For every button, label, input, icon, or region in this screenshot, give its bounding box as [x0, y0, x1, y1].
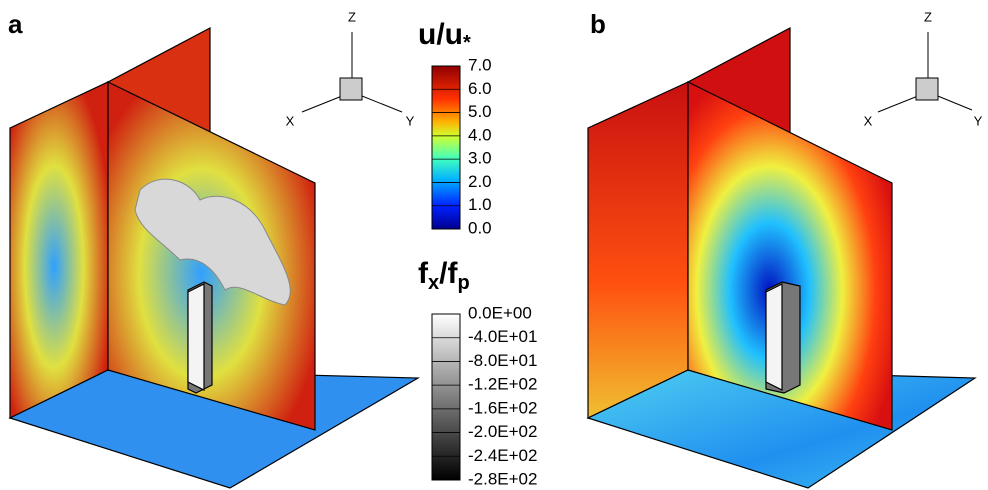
- title-sub: p: [457, 272, 469, 294]
- axis-label: Z: [348, 9, 356, 24]
- title-sub: x: [428, 272, 439, 294]
- colorbar-tick-label: -2.0E+02: [468, 422, 537, 441]
- colorbar-tick-label: 4.0: [468, 125, 492, 144]
- axis-triad-a: [302, 32, 402, 112]
- figure: Z X Y Z X Y a b u/u* fx/fp 7.0 6.0 5.0 4.0 3…: [0, 0, 988, 490]
- axis-triad-b: [878, 32, 972, 112]
- colorbar-tick-label: 5.0: [468, 102, 492, 121]
- colorbar-tick-label: 1.0: [468, 195, 492, 214]
- colorbar-tick-label: -1.2E+02: [468, 375, 537, 394]
- colorbar-tick-label: 0.0: [468, 218, 492, 237]
- colorbar-tick-label: 0.0E+00: [468, 303, 532, 322]
- colorbar-tick-label: 3.0: [468, 149, 492, 168]
- panel-label: a: [8, 9, 23, 39]
- colorbar-u: [432, 66, 460, 229]
- title-sub: *: [463, 32, 471, 54]
- colorbar-tick-label: -8.0E+01: [468, 351, 537, 370]
- axis-label: Y: [974, 113, 983, 128]
- colorbar-f: [432, 314, 460, 480]
- title-part: /f: [439, 257, 458, 290]
- colorbar-tick-label: 7.0: [468, 55, 492, 74]
- axis-label: Y: [406, 113, 415, 128]
- axis-label: X: [864, 113, 873, 128]
- title-part: u/u: [418, 18, 463, 51]
- colorbar-tick-label: -4.0E+01: [468, 327, 537, 346]
- colorbar-title: u/u*: [418, 18, 471, 54]
- colorbar-tick-label: -2.8E+02: [468, 469, 537, 488]
- axis-label: X: [286, 113, 295, 128]
- panel-label: b: [590, 9, 606, 39]
- axis-label: Z: [924, 9, 932, 24]
- colorbar-tick-label: -2.4E+02: [468, 446, 537, 465]
- colorbar-tick-label: 6.0: [468, 79, 492, 98]
- colorbar-tick-label: 2.0: [468, 172, 492, 191]
- colorbar-tick-label: -1.6E+02: [468, 398, 537, 417]
- colorbar-title: fx/fp: [418, 257, 470, 294]
